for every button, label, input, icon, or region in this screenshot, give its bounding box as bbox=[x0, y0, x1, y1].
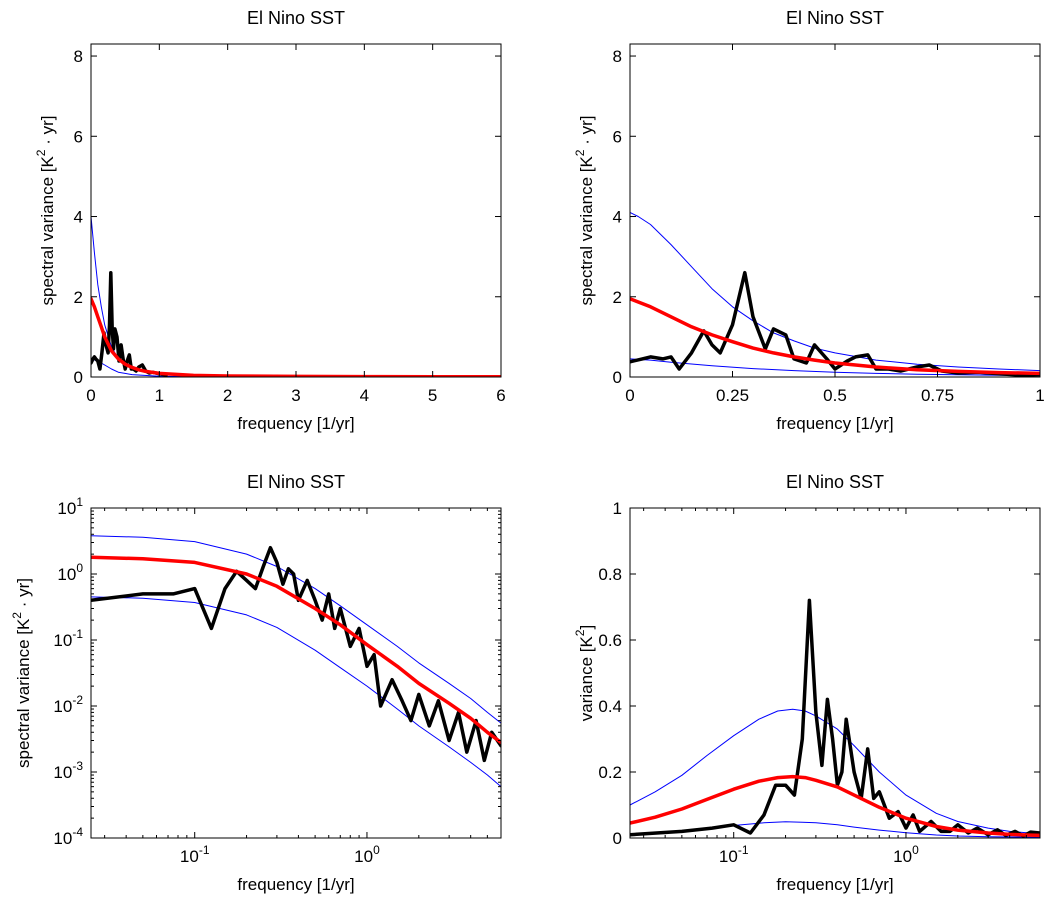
series-group bbox=[91, 535, 501, 788]
series-group bbox=[91, 216, 501, 377]
axes-frame bbox=[90, 507, 502, 839]
y-tick-label: 8 bbox=[74, 47, 83, 66]
y-tick-label: 8 bbox=[613, 47, 622, 66]
y-axis-label: spectral variance [K2 · yr] bbox=[34, 116, 57, 306]
series-line-0 bbox=[91, 535, 501, 724]
y-tick-label: 100 bbox=[57, 561, 83, 584]
y-tick-label: 10-1 bbox=[53, 627, 83, 650]
series-line-0 bbox=[91, 216, 501, 377]
series-group bbox=[630, 598, 1040, 838]
chart-bottom-right: 10-1 100 0 0.2 0.4 0.6 0.8 1 El Nino SST frequenc… bbox=[573, 472, 1041, 894]
y-tick-label: 6 bbox=[74, 127, 83, 146]
x-tick-label: 0.25 bbox=[716, 386, 749, 405]
x-tick-label: 1 bbox=[155, 386, 164, 405]
series-line-1 bbox=[91, 596, 501, 788]
series-line-2 bbox=[91, 270, 168, 377]
y-tick-label: 1 bbox=[613, 499, 622, 518]
y-tick-label: 10-4 bbox=[53, 825, 83, 848]
y-axis-label: spectral variance [K2 · yr] bbox=[573, 116, 596, 306]
x-tick-label: 3 bbox=[291, 386, 300, 405]
series-line-3 bbox=[630, 774, 1040, 838]
y-tick-label: 4 bbox=[613, 208, 622, 227]
series-line-0 bbox=[630, 212, 1040, 372]
x-axis-label: frequency [1/yr] bbox=[237, 414, 354, 433]
series-group bbox=[630, 212, 1040, 377]
series-line-1 bbox=[630, 358, 1040, 377]
chart-title: El Nino SST bbox=[247, 472, 345, 492]
y-tick-label: 2 bbox=[613, 288, 622, 307]
x-tick-label: 100 bbox=[354, 843, 380, 866]
y-tick-label: 2 bbox=[74, 288, 83, 307]
x-tick-label: 1 bbox=[1035, 386, 1044, 405]
x-tick-label: 10-1 bbox=[719, 843, 749, 866]
x-tick-label: 100 bbox=[893, 843, 919, 866]
x-tick-label: 2 bbox=[223, 386, 232, 405]
y-axis-label: spectral variance [K2 · yr] bbox=[10, 578, 33, 768]
chart-title: El Nino SST bbox=[786, 8, 884, 28]
y-tick-label: 10-2 bbox=[53, 693, 83, 716]
chart-top-right: 0 0.25 0.5 0.75 1 0 2 4 6 8 El Nino SST frequency [… bbox=[573, 8, 1045, 433]
series-line-3 bbox=[630, 297, 1040, 376]
x-tick-label: 6 bbox=[496, 386, 505, 405]
x-tick-label: 4 bbox=[360, 386, 369, 405]
x-tick-label: 5 bbox=[428, 386, 437, 405]
y-tick-label: 0.2 bbox=[598, 763, 622, 782]
x-axis-label: frequency [1/yr] bbox=[237, 875, 354, 894]
y-tick-label: 6 bbox=[613, 127, 622, 146]
y-tick-label: 10-3 bbox=[53, 759, 83, 782]
series-line-2 bbox=[91, 545, 501, 763]
x-tick-label: 0 bbox=[86, 386, 95, 405]
x-axis-label: frequency [1/yr] bbox=[776, 414, 893, 433]
y-tick-label: 0 bbox=[613, 829, 622, 848]
axes-frame bbox=[629, 507, 1041, 839]
y-axis-label: variance [K2] bbox=[573, 625, 596, 721]
chart-top-left: 0 1 2 3 4 5 6 0 2 4 6 8 El Nino SST frequency [1/yr] s… bbox=[34, 8, 506, 433]
x-tick-label: 0.5 bbox=[823, 386, 847, 405]
y-tick-label: 0 bbox=[74, 368, 83, 387]
chart-title: El Nino SST bbox=[786, 472, 884, 492]
x-tick-label: 0 bbox=[625, 386, 634, 405]
x-tick-label: 10-1 bbox=[180, 843, 210, 866]
y-tick-label: 101 bbox=[57, 495, 83, 518]
series-line-1 bbox=[630, 821, 1040, 838]
y-tick-label: 0.8 bbox=[598, 565, 622, 584]
y-tick-label: 4 bbox=[74, 208, 83, 227]
chart-title: El Nino SST bbox=[247, 8, 345, 28]
series-line-3 bbox=[91, 297, 501, 377]
y-tick-label: 0.6 bbox=[598, 631, 622, 650]
x-tick-label: 0.75 bbox=[921, 386, 954, 405]
series-line-2 bbox=[630, 598, 1040, 838]
series-line-3 bbox=[91, 555, 501, 745]
chart-bottom-left: 10-1 100 10-4 10-3 10-2 10-1 100 101 El Nino SST… bbox=[10, 472, 502, 894]
x-axis-label: frequency [1/yr] bbox=[776, 875, 893, 894]
series-line-2 bbox=[630, 270, 1040, 377]
y-tick-label: 0.4 bbox=[598, 697, 622, 716]
y-tick-label: 0 bbox=[613, 368, 622, 387]
axes-frame bbox=[90, 43, 502, 378]
